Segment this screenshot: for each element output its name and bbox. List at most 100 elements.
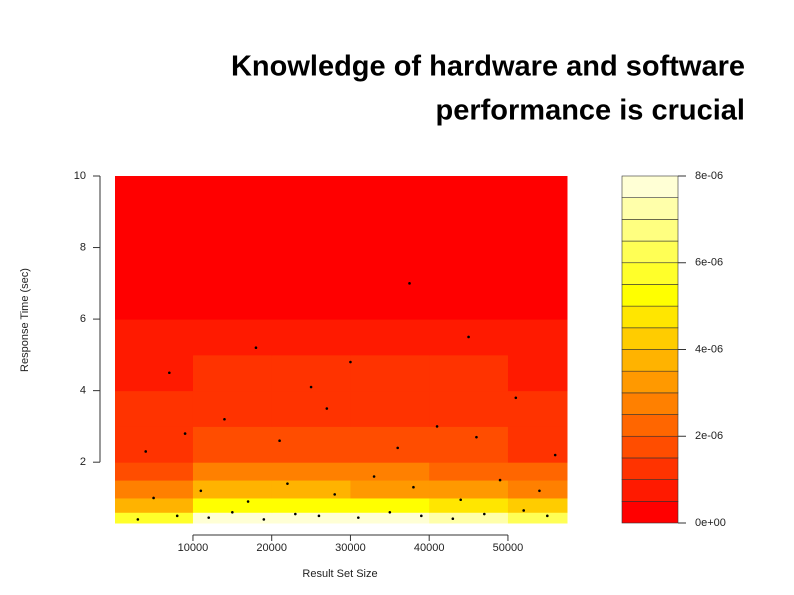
data-point bbox=[309, 385, 313, 389]
colorbar-band bbox=[621, 240, 679, 264]
data-point bbox=[175, 514, 179, 518]
data-point bbox=[522, 509, 525, 512]
colorbar-band bbox=[621, 262, 679, 285]
data-point bbox=[546, 514, 549, 518]
density-cell bbox=[115, 176, 194, 320]
density-cell bbox=[507, 497, 568, 513]
data-point bbox=[231, 510, 234, 514]
density-cell bbox=[350, 480, 430, 499]
density-cell bbox=[271, 319, 351, 356]
density-cell bbox=[507, 176, 568, 320]
density-cell bbox=[192, 354, 273, 392]
colorbar-tick-label: 6e-06 bbox=[695, 257, 723, 269]
density-cell bbox=[507, 319, 568, 356]
colorbar-band bbox=[621, 501, 679, 524]
colorbar-band bbox=[621, 219, 679, 242]
density-cell bbox=[429, 497, 509, 513]
data-point bbox=[408, 282, 411, 285]
density-cell bbox=[115, 354, 194, 392]
density-cell bbox=[115, 319, 194, 356]
density-cell bbox=[350, 319, 430, 356]
colorbar-tick-label: 0e+00 bbox=[695, 517, 726, 529]
density-cell bbox=[271, 462, 351, 481]
data-point bbox=[136, 518, 140, 521]
density-cell bbox=[350, 426, 430, 463]
colorbar-band bbox=[621, 479, 679, 502]
colorbar-band bbox=[621, 370, 679, 394]
data-point bbox=[467, 335, 470, 339]
density-cell bbox=[192, 176, 273, 320]
y-tick-label: 10 bbox=[74, 170, 86, 182]
density-cell bbox=[115, 497, 194, 513]
y-axis-label: Response Time (sec) bbox=[19, 268, 31, 372]
y-tick-label: 8 bbox=[80, 241, 86, 253]
colorbar-band bbox=[621, 197, 679, 220]
x-axis-label: Result Set Size bbox=[302, 568, 377, 580]
x-tick-label: 10000 bbox=[178, 542, 209, 554]
colorbar-tick-label: 2e-06 bbox=[695, 430, 723, 442]
data-point bbox=[278, 439, 281, 443]
slide-title-line: performance is crucial bbox=[436, 95, 745, 127]
data-point bbox=[325, 407, 329, 410]
data-point bbox=[262, 518, 266, 521]
data-point bbox=[475, 435, 478, 439]
density-cell bbox=[192, 426, 273, 463]
density-cell bbox=[429, 512, 509, 524]
data-point bbox=[396, 446, 399, 450]
data-point bbox=[286, 482, 289, 485]
data-point bbox=[223, 417, 226, 421]
colorbar-band bbox=[621, 457, 679, 480]
x-tick-label: 50000 bbox=[493, 542, 524, 554]
density-cell bbox=[507, 512, 568, 524]
data-point bbox=[553, 453, 557, 457]
density-cell bbox=[271, 512, 351, 524]
density-cell bbox=[192, 480, 273, 499]
data-point bbox=[254, 346, 258, 350]
density-cell bbox=[271, 390, 351, 427]
density-cell bbox=[507, 390, 568, 427]
data-point bbox=[207, 516, 211, 519]
colorbar-band bbox=[621, 175, 679, 198]
data-point bbox=[459, 498, 462, 502]
data-point bbox=[357, 516, 360, 519]
colorbar-band bbox=[621, 349, 679, 372]
density-cell bbox=[429, 390, 509, 427]
density-cell bbox=[115, 390, 194, 427]
density-cell bbox=[429, 354, 509, 392]
data-point bbox=[246, 500, 250, 503]
density-cell bbox=[271, 176, 351, 320]
density-cell bbox=[507, 480, 568, 499]
density-cell bbox=[271, 480, 351, 499]
data-point bbox=[144, 450, 148, 453]
density-cell bbox=[350, 497, 430, 513]
density-cell bbox=[115, 480, 194, 499]
density-cell bbox=[507, 462, 568, 481]
data-point bbox=[483, 512, 486, 516]
density-cell bbox=[115, 462, 194, 481]
x-tick-label: 40000 bbox=[414, 542, 445, 554]
colorbar-band bbox=[621, 284, 679, 307]
data-point bbox=[514, 396, 518, 400]
density-cell bbox=[192, 390, 273, 427]
colorbar-band bbox=[621, 327, 679, 350]
density-cell bbox=[350, 354, 430, 392]
density-cell bbox=[192, 497, 273, 513]
density-cell bbox=[507, 426, 568, 463]
density-cell bbox=[350, 390, 430, 427]
data-point bbox=[333, 493, 337, 496]
data-point bbox=[388, 510, 392, 514]
colorbar-band bbox=[621, 392, 679, 415]
y-tick-label: 4 bbox=[80, 385, 86, 397]
data-point bbox=[420, 514, 423, 518]
data-point bbox=[435, 425, 439, 428]
slide-title: Knowledge of hardware and software bbox=[231, 51, 745, 83]
data-point bbox=[317, 514, 321, 518]
density-cell bbox=[507, 354, 568, 392]
density-cell bbox=[429, 462, 509, 481]
data-point bbox=[538, 489, 541, 493]
density-cell bbox=[115, 426, 194, 463]
density-cell bbox=[350, 176, 430, 320]
data-point bbox=[349, 360, 352, 364]
density-cell bbox=[429, 176, 509, 320]
